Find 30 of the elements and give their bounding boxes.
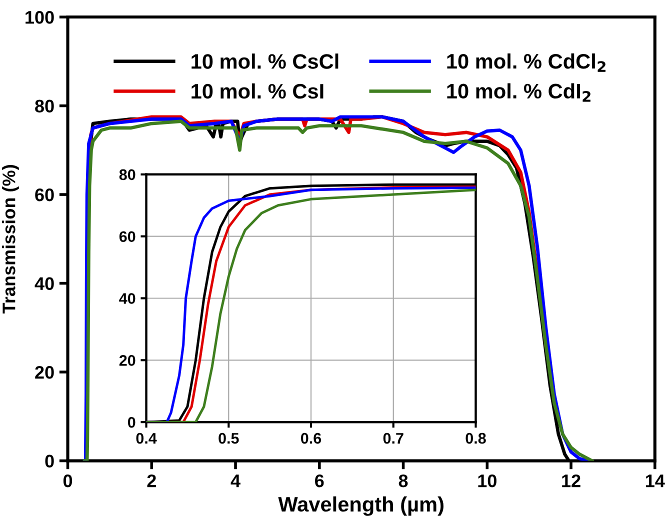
y-tick-label: 60	[35, 188, 54, 202]
x-tick-label: 8	[398, 474, 408, 488]
y-tick-label: 0	[128, 416, 136, 428]
y-tick-label: 0	[45, 454, 54, 468]
legend-label: 10 mol. % CdI$_{2}$	[447, 83, 590, 102]
y-tick-label: 60	[119, 231, 136, 242]
x-tick-label: 14	[646, 474, 665, 488]
y-axis-title: Transmission (%)	[2, 165, 19, 314]
x-tick-label: 0.6	[300, 432, 322, 444]
x-axis-title: Wavelength (µm)	[278, 496, 444, 516]
x-tick-label: 0.4	[136, 432, 157, 444]
y-tick-label: 100	[26, 10, 54, 24]
y-tick-label: 20	[35, 366, 54, 379]
legend-label: 10 mol. % CsCl	[192, 54, 338, 69]
y-tick-label: 40	[119, 293, 136, 304]
y-tick-label: 80	[35, 100, 54, 112]
x-tick-label: 2	[147, 474, 156, 488]
y-tick-label: 80	[119, 169, 136, 180]
x-tick-label: 0.5	[218, 432, 239, 444]
x-tick-label: 10	[478, 474, 496, 488]
x-tick-label: 0.8	[466, 432, 486, 444]
legend-label: 10 mol. % CdCl$_{2}$	[447, 53, 606, 72]
legend-label: 10 mol. % CsI	[192, 83, 324, 99]
x-tick-label: 12	[562, 474, 580, 488]
x-tick-label: 0	[63, 474, 72, 488]
y-tick-label: 40	[34, 277, 54, 290]
x-tick-label: 6	[315, 474, 324, 488]
x-tick-label: 0.7	[383, 432, 404, 444]
x-tick-label: 4	[230, 474, 240, 488]
y-tick-label: 20	[119, 355, 136, 366]
